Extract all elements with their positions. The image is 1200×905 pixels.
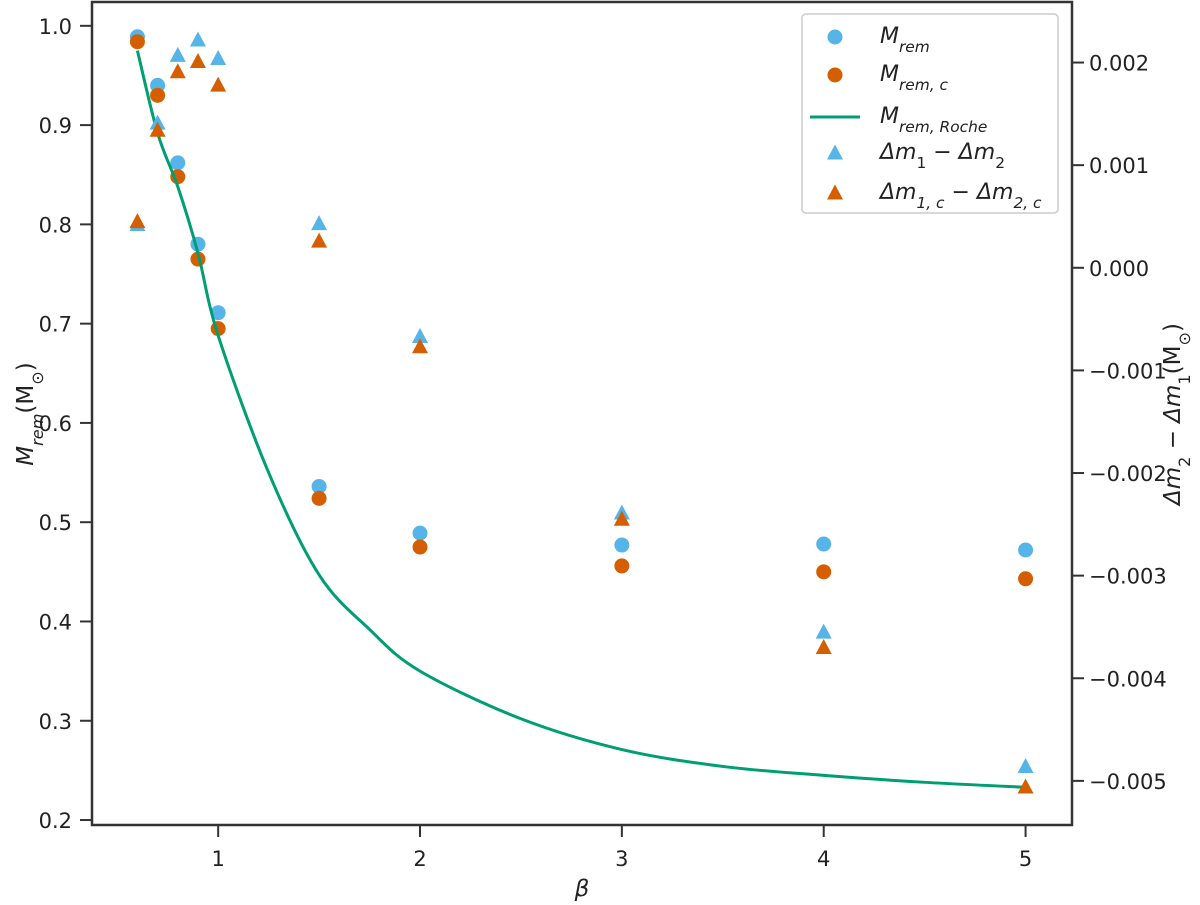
label-segment: 2, c [1013,194,1042,212]
data-point [1018,542,1034,558]
label-segment: rem [28,414,47,446]
legend-triangle-icon [827,184,843,200]
data-point [311,232,328,248]
data-point [614,558,630,574]
data-point [412,539,428,555]
data-point [815,623,832,639]
x-axis-label: β [574,876,590,902]
data-point [816,536,832,552]
y2-tick-label: −0.005 [1089,770,1167,794]
label-segment: β [574,876,590,902]
legend-entry: Mrem [880,24,930,56]
label-segment: 1 [916,154,926,172]
y-tick-label: 0.7 [39,313,72,337]
label-segment: ⊙ [1175,332,1194,346]
y-tick-label: 0.5 [39,511,72,535]
legend-box [801,13,1059,214]
y2-tick-label: 0.000 [1089,257,1149,281]
legend-triangle-icon [827,144,843,160]
data-point [210,49,227,65]
y2-tick-label: −0.002 [1089,462,1167,486]
label-segment: 1, c [916,194,945,212]
label-segment: rem, Roche [899,118,987,136]
y2-tick-label: −0.003 [1089,565,1167,589]
label-segment: ⊙ [28,371,47,385]
data-point [1018,571,1034,587]
data-point [210,305,226,321]
label-segment: M [880,62,899,87]
data-point [169,63,186,79]
data-point [815,638,832,654]
plot-frame [90,0,1074,827]
x-tick-label: 3 [615,847,628,871]
legend-entry: Mrem, c [880,62,949,94]
data-point [1017,758,1034,774]
label-segment: 2 [1175,457,1194,467]
label-segment: 1 [1175,374,1194,384]
label-segment: − Δm [1160,385,1186,457]
data-point [816,564,832,580]
label-segment: M [13,446,39,466]
label-segment: Δm [878,180,916,205]
data-point [614,537,630,553]
legend-entry: Δm1, c − Δm2, c [878,180,1042,212]
data-point [189,53,206,69]
data-point [311,478,327,494]
label-segment: ) [1160,323,1186,332]
y-axis-label: Mrem(M⊙) [13,362,47,465]
data-point [129,213,146,229]
series-4 [129,53,1034,794]
data-point [311,490,327,506]
label-segment: rem, c [899,76,949,94]
label-segment: (M [13,385,39,414]
data-point [129,34,145,50]
label-segment: ) [13,362,39,371]
x-tick-label: 2 [413,847,426,871]
x-tick-label: 4 [817,847,830,871]
legend-circle-icon [827,67,843,83]
y2-tick-label: −0.001 [1089,359,1167,383]
label-segment: Δm [1160,467,1186,507]
y-tick-label: 0.2 [39,809,72,833]
data-point [169,46,186,62]
legend-circle-icon [827,29,843,45]
data-point [613,510,630,526]
label-segment: M [880,104,899,129]
y-tick-label: 0.6 [39,412,72,436]
data-point [189,31,206,47]
label-segment: Δm [878,140,916,165]
y-tick-label: 0.3 [39,710,72,734]
y-tick-label: 0.4 [39,610,72,634]
data-point [1017,778,1034,794]
y2-tick-label: 0.002 [1089,52,1149,76]
x-tick-label: 1 [211,847,224,871]
data-point [150,87,166,103]
data-point [412,328,429,344]
data-point [311,215,328,231]
label-segment: 2 [995,154,1005,172]
y2-tick-label: 0.001 [1089,154,1149,178]
x-tick-label: 5 [1019,847,1032,871]
legend-entry: Mrem, Roche [880,104,987,136]
y-tick-label: 1.0 [39,15,72,39]
label-segment: rem [899,38,930,56]
y-tick-label: 0.9 [39,114,72,138]
label-segment: − Δm [945,180,1014,205]
label-segment: − Δm [926,140,995,165]
data-point [149,121,166,137]
series-2 [135,50,1026,789]
data-point [412,338,429,354]
y2-tick-label: −0.004 [1089,667,1167,691]
data-point [412,525,428,541]
label-segment: M [880,24,899,49]
data-point [210,76,227,92]
label-segment: (M [1160,345,1186,374]
y2-axis-label: Δm2 − Δm1(M⊙) [1160,323,1194,507]
data-point [170,155,186,171]
roche-curve [135,50,1026,789]
legend-entry: Δm1 − Δm2 [878,140,1005,172]
y-tick-label: 0.8 [39,213,72,237]
